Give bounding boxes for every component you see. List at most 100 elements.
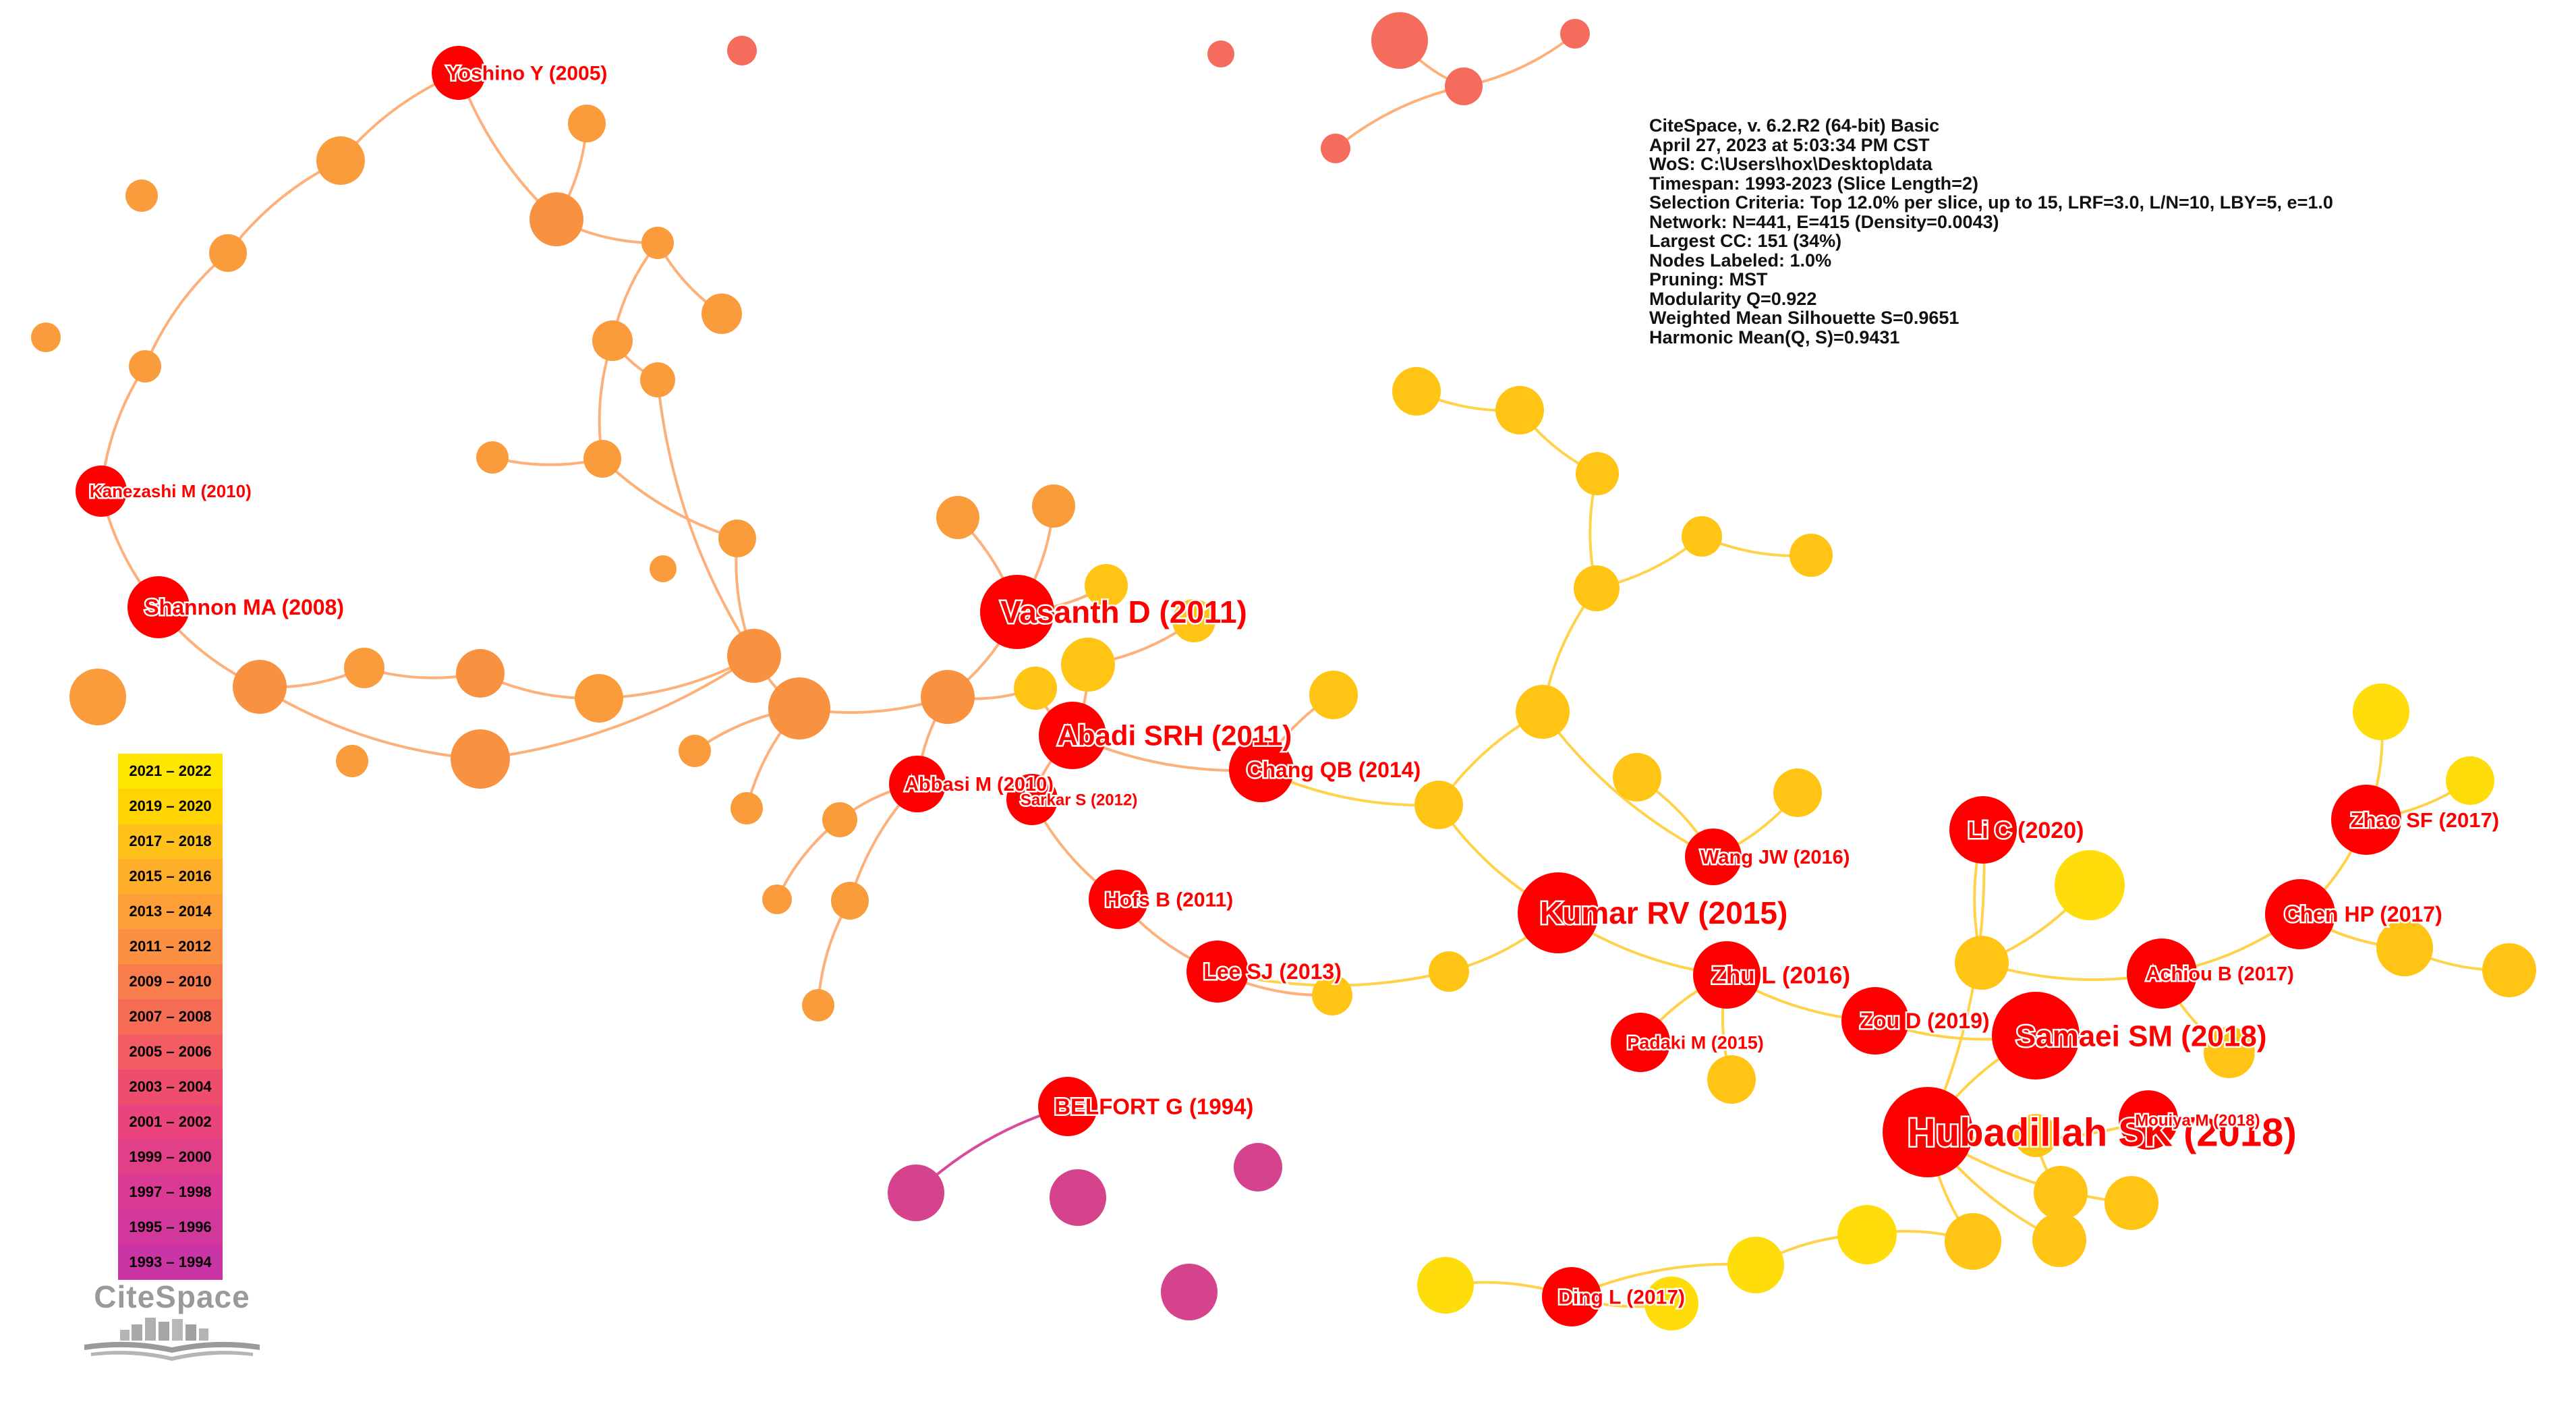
node-label: Hubadillah SK (2018) <box>1908 1111 2297 1154</box>
network-node-core <box>85 684 111 710</box>
info-line: Selection Criteria: Top 12.0% per slice,… <box>1649 192 2333 213</box>
cited-reference-node[interactable] <box>1518 872 1599 953</box>
network-node-core <box>248 675 272 699</box>
cited-reference-node[interactable] <box>1039 702 1106 769</box>
network-node-core <box>2049 1181 2073 1205</box>
network-node-core <box>1586 578 1607 599</box>
info-line: Modularity Q=0.922 <box>1649 288 1817 309</box>
network-node-core <box>2459 769 2482 792</box>
cited-reference-node[interactable] <box>1611 1013 1670 1072</box>
network-node-core <box>948 507 968 528</box>
network-node-core <box>1096 576 1116 596</box>
cited-reference-node[interactable] <box>1006 774 1058 825</box>
network-node-core <box>1322 683 1345 706</box>
network-node-core <box>588 687 610 710</box>
cited-reference-node[interactable] <box>1186 941 1249 1003</box>
info-line: Largest CC: 151 (34%) <box>1649 231 1842 251</box>
network-node-core <box>2073 869 2106 901</box>
network-node-core <box>1587 464 1607 484</box>
cited-reference-node[interactable] <box>76 466 127 517</box>
network-node-core <box>1433 1272 1458 1298</box>
network-node-core <box>2497 958 2521 982</box>
info-line: Timespan: 1993-2023 (Slice Length=2) <box>1649 173 1978 194</box>
network-node-core <box>936 685 960 709</box>
node-label: Padaki M (2015) <box>1627 1032 1764 1053</box>
network-node-core <box>1387 28 1412 53</box>
node-label: Mouiya M (2018) <box>2135 1111 2260 1129</box>
network-node-core <box>650 372 666 388</box>
network-node-core <box>903 1180 929 1206</box>
network-node-core <box>1184 611 1204 631</box>
network-node-core <box>1692 527 1711 546</box>
node-label: Zhu L (2016) <box>1712 962 1851 988</box>
network-node-core <box>485 450 500 465</box>
node-label: Kumar RV (2015) <box>1540 895 1787 930</box>
cited-reference-node[interactable] <box>1841 987 1909 1055</box>
legend-swatch: 1993 – 1994 <box>118 1245 223 1280</box>
network-node-core <box>657 563 669 575</box>
network-node-core <box>469 662 492 685</box>
cited-reference-node[interactable] <box>432 46 486 100</box>
network-node-core <box>603 331 622 350</box>
cited-reference-node[interactable] <box>1685 829 1742 885</box>
network-node-core <box>1043 496 1064 516</box>
network-node-core <box>329 149 352 172</box>
network-node-core <box>742 644 766 668</box>
cited-reference-node[interactable] <box>1038 1077 1097 1136</box>
network-node-core <box>1854 1221 1881 1248</box>
network-node-core <box>544 207 569 231</box>
legend-swatch: 2011 – 2012 <box>118 929 223 964</box>
network-node-core <box>1786 781 1809 804</box>
cited-reference-node[interactable] <box>2127 938 2197 1009</box>
network-node-core <box>1626 766 1649 789</box>
network-node-core <box>739 801 754 816</box>
network-node-core <box>1427 793 1450 816</box>
cited-reference-node[interactable] <box>1229 737 1294 802</box>
cited-reference-node[interactable] <box>2119 1090 2178 1150</box>
network-node-core <box>1439 962 1458 981</box>
network-node-core <box>2217 1040 2241 1065</box>
node-label: Lee SJ (2013) <box>1203 959 1342 984</box>
legend-swatch: 2015 – 2016 <box>118 859 223 894</box>
network-node-core <box>1065 1185 1091 1210</box>
cited-reference-node[interactable] <box>1883 1087 1973 1177</box>
cited-reference-node[interactable] <box>1542 1267 1601 1326</box>
network-node-core <box>728 530 746 547</box>
cited-reference-node[interactable] <box>1992 992 2080 1079</box>
network-node-core <box>594 450 611 468</box>
cited-reference-node[interactable] <box>2331 785 2401 855</box>
legend-swatch: 2021 – 2022 <box>118 754 223 789</box>
network-node-core <box>811 998 826 1013</box>
legend-swatch: 2017 – 2018 <box>118 824 223 859</box>
cited-reference-node[interactable] <box>1693 941 1761 1009</box>
cited-reference-node[interactable] <box>127 576 190 638</box>
node-label: Li C (2020) <box>1968 818 2084 843</box>
network-node-core <box>687 744 702 758</box>
network-node-core <box>1743 1252 1769 1278</box>
cited-reference-node[interactable] <box>1089 870 1148 929</box>
logo-book-icon <box>84 1318 260 1361</box>
cited-reference-node[interactable] <box>1949 796 2017 864</box>
node-label: Achiou B (2017) <box>2146 963 2294 985</box>
info-line: Network: N=441, E=415 (Density=0.0043) <box>1649 211 1999 232</box>
legend-swatch: 2009 – 2010 <box>118 964 223 999</box>
cited-reference-node[interactable] <box>889 756 946 812</box>
network-node-core <box>770 893 784 906</box>
node-label: Wang JW (2016) <box>1700 847 1850 868</box>
legend-swatch: 2019 – 2020 <box>118 789 223 824</box>
network-node-core <box>1568 27 1582 40</box>
network-node-core <box>578 115 596 132</box>
legend-swatch: 2007 – 2008 <box>118 999 223 1034</box>
network-node-core <box>1970 951 1994 975</box>
info-line: Harmonic Mean(Q, S)=0.9431 <box>1649 327 1900 347</box>
network-node-core <box>1508 399 1531 422</box>
legend-swatch: 2001 – 2002 <box>118 1104 223 1140</box>
network-node-core <box>2047 1228 2071 1252</box>
network-edge <box>601 457 738 540</box>
network-node-core <box>650 235 665 250</box>
legend-swatch: 1999 – 2000 <box>118 1140 223 1175</box>
cited-reference-node[interactable] <box>980 575 1054 649</box>
network-node-core <box>1076 652 1100 677</box>
cited-reference-node[interactable] <box>2265 879 2335 949</box>
node-label: Shannon MA (2008) <box>144 595 344 619</box>
